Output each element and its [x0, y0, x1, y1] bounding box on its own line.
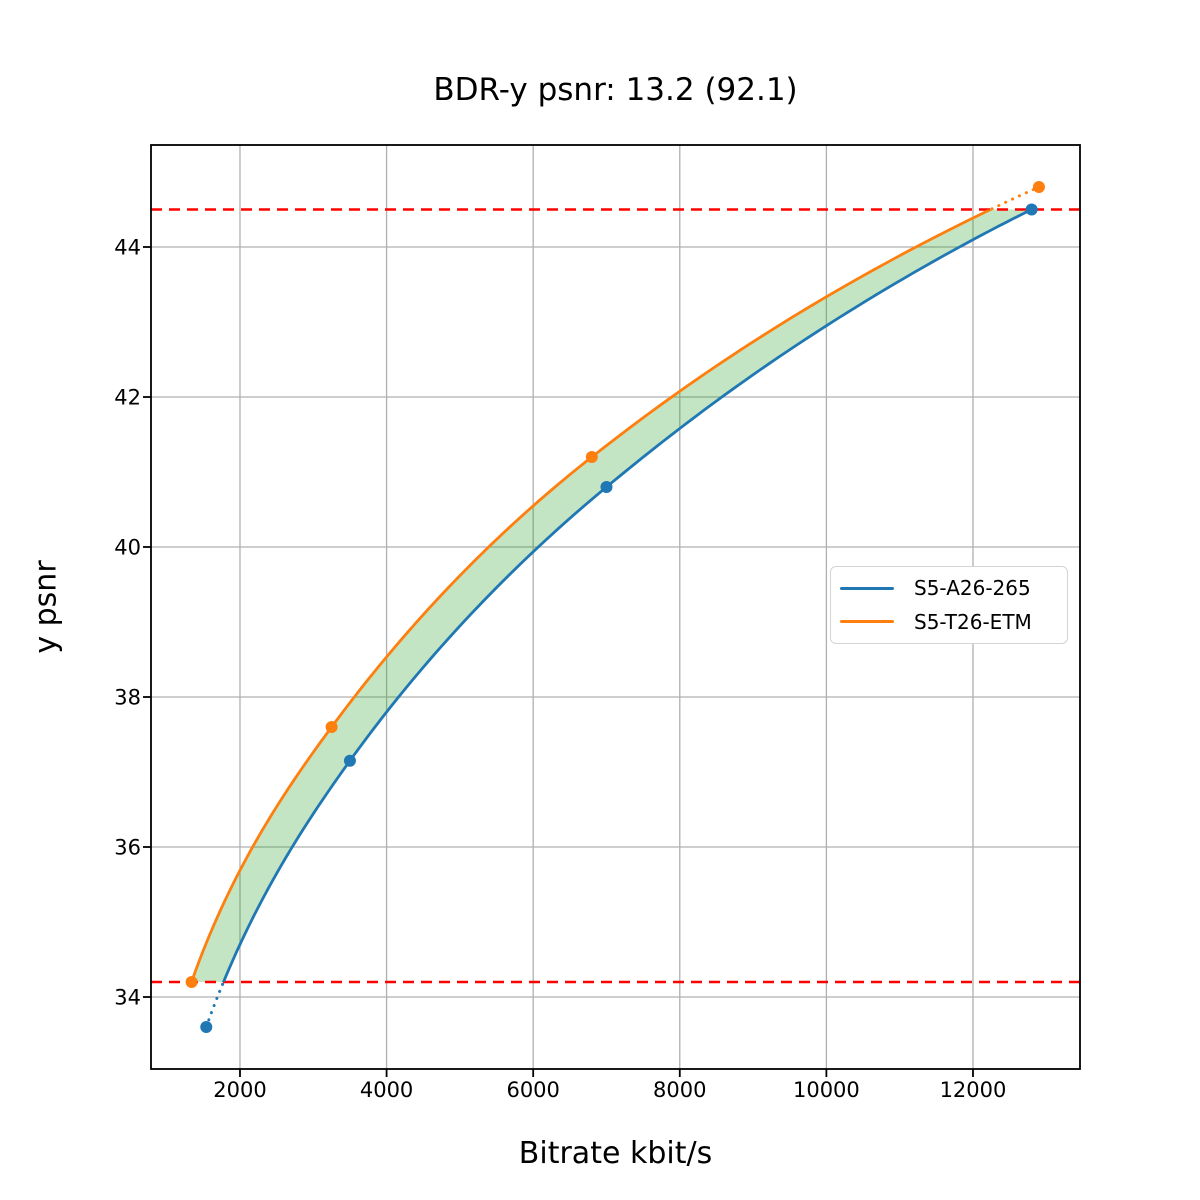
svg-text:34: 34 [114, 986, 141, 1010]
svg-text:4000: 4000 [360, 1078, 413, 1102]
curve-S5-T26-ETM [190, 209, 994, 982]
svg-text:6000: 6000 [506, 1078, 559, 1102]
legend-item: S5-A26-265 [840, 572, 1057, 605]
svg-text:10000: 10000 [793, 1078, 860, 1102]
legend-line-sample-blue [840, 586, 894, 590]
legend-label: S5-A26-265 [914, 576, 1031, 601]
svg-text:38: 38 [114, 686, 141, 710]
x-axis-label: Bitrate kbit/s [518, 1136, 713, 1171]
y-tick-labels: 34 36 38 40 42 44 [114, 236, 141, 1010]
tick-marks [143, 246, 974, 1077]
legend-label: S5-T26-ETM [914, 609, 1032, 634]
curve-S5-A26-265 [221, 209, 1033, 982]
legend-item: S5-T26-ETM [840, 605, 1057, 638]
y-axis-label: y psnr [28, 560, 64, 654]
svg-text:8000: 8000 [653, 1078, 706, 1102]
svg-text:42: 42 [114, 386, 141, 410]
svg-text:40: 40 [114, 536, 141, 560]
markers-S5-A26-265 [200, 203, 1038, 1033]
markers-S5-T26-ETM [185, 181, 1045, 988]
svg-text:2000: 2000 [213, 1078, 266, 1102]
plot-frame [150, 144, 1081, 1070]
svg-text:44: 44 [114, 236, 141, 260]
gridlines [151, 145, 1080, 1069]
x-tick-labels: 2000 4000 6000 8000 10000 12000 [213, 1078, 1006, 1102]
legend: S5-A26-265 S5-T26-ETM [830, 566, 1068, 644]
chart-title: BDR-y psnr: 13.2 (92.1) [433, 72, 798, 108]
overlap-bound-lines [151, 208, 1080, 984]
legend-line-sample-orange [840, 620, 894, 624]
svg-text:12000: 12000 [940, 1078, 1007, 1102]
svg-text:36: 36 [114, 836, 141, 860]
